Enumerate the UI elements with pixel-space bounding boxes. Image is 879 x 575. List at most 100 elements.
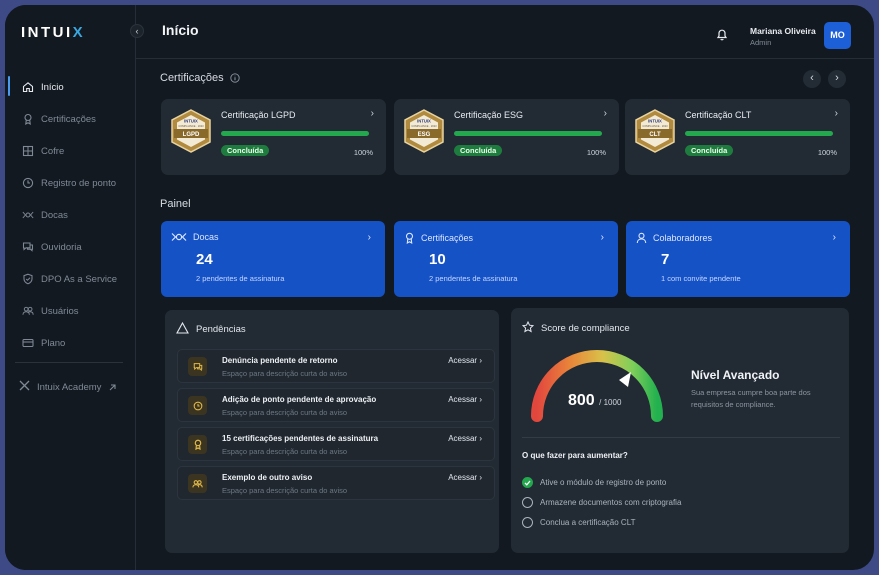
users-icon	[22, 305, 34, 317]
badge-label: ESG	[418, 132, 431, 138]
certification-card[interactable]: INTUIX COMPLIANCE · 2023 LGPD Certificação …	[161, 99, 386, 175]
star-icon	[521, 320, 535, 336]
badge-subtitle: COMPLIANCE · 2023	[178, 124, 204, 128]
academy-label: Intuix Academy	[37, 381, 102, 393]
sidebar: INTUIX Início Certificações Cofre Regist…	[5, 5, 136, 570]
task-label: Conclua a certificação CLT	[540, 518, 636, 527]
sidebar-item-certificacoes[interactable]: Certificações	[5, 103, 135, 135]
panel-card-docas[interactable]: Docas › 24 2 pendentes de assinatura	[161, 221, 385, 297]
improve-task[interactable]: Armazene documentos com criptografia	[522, 497, 681, 508]
sidebar-item-usuarios[interactable]: Usuários	[5, 295, 135, 327]
improve-task[interactable]: Ative o módulo de registro de ponto	[522, 477, 666, 488]
progress-fill	[454, 131, 602, 136]
sidebar-item-label: Certificações	[41, 113, 96, 125]
sidebar-item-ouvidoria[interactable]: Ouvidoria	[5, 231, 135, 263]
acessar-link[interactable]: Acessar ›	[448, 434, 482, 443]
panel-card-certificacoes[interactable]: Certificações › 10 2 pendentes de assina…	[394, 221, 618, 297]
acessar-link[interactable]: Acessar ›	[448, 473, 482, 482]
card-icon	[22, 337, 34, 349]
intuix-x-icon	[19, 380, 30, 394]
sidebar-item-inicio[interactable]: Início	[5, 71, 135, 103]
certification-title: Certificação CLT	[685, 110, 752, 120]
pendencia-item[interactable]: Adição de ponto pendente de aprovação Es…	[177, 388, 495, 422]
status-badge: Concluída	[454, 145, 503, 156]
acessar-link[interactable]: Acessar ›	[448, 395, 482, 404]
panel-card-colaboradores[interactable]: Colaboradores › 7 1 com convite pendente	[626, 221, 850, 297]
chevron-left-icon: ‹	[810, 72, 814, 84]
info-icon[interactable]	[229, 73, 240, 83]
external-link-icon	[108, 383, 117, 392]
pendencia-desc: Espaço para descrição curta do aviso	[222, 486, 348, 495]
docas-icon	[22, 209, 34, 221]
sidebar-item-label: Usuários	[41, 305, 79, 317]
bell-icon[interactable]	[716, 28, 728, 46]
chevron-right-icon[interactable]: ›	[603, 108, 607, 119]
panel-card-header: Docas	[171, 232, 219, 242]
user-icon	[636, 232, 647, 244]
sidebar-divider	[15, 362, 123, 363]
chevron-right-icon: ›	[479, 473, 482, 482]
certification-title: Certificação LGPD	[221, 110, 296, 120]
chevron-right-icon[interactable]: ›	[370, 108, 374, 119]
acessar-link[interactable]: Acessar ›	[448, 356, 482, 365]
panel-card-label: Certificações	[421, 233, 474, 243]
sidebar-item-academy[interactable]: Intuix Academy	[19, 380, 117, 394]
chevron-right-icon: ›	[479, 395, 482, 404]
pendencia-desc: Espaço para descrição curta do aviso	[222, 447, 348, 456]
badge-subtitle: COMPLIANCE · 2023	[642, 124, 668, 128]
collapse-sidebar-button[interactable]: ‹	[130, 24, 144, 38]
badge-label: LGPD	[183, 132, 200, 138]
carousel-prev-button[interactable]: ‹	[803, 70, 821, 88]
user-role: Admin	[750, 38, 772, 47]
pendencia-desc: Espaço para descrição curta do aviso	[222, 408, 348, 417]
sidebar-item-registro-de-ponto[interactable]: Registro de ponto	[5, 167, 135, 199]
certification-progress	[454, 131, 602, 136]
pendencia-title: 15 certificações pendentes de assinatura	[222, 434, 379, 443]
acessar-label: Acessar	[448, 473, 478, 482]
certification-progress	[221, 131, 369, 136]
score-level-desc: Sua empresa cumpre boa parte dos requisi…	[691, 388, 811, 409]
panel-card-value: 10	[429, 251, 446, 268]
pendencia-item[interactable]: 15 certificações pendentes de assinatura…	[177, 427, 495, 461]
score-header: Score de compliance	[521, 320, 630, 336]
carousel-next-button[interactable]: ›	[828, 70, 846, 88]
user-name[interactable]: Mariana Oliveira	[750, 26, 816, 36]
compliance-score-card: Score de compliance 800 / 1000 Nível Ava…	[511, 308, 849, 553]
pendencia-item[interactable]: Exemplo de outro aviso Espaço para descr…	[177, 466, 495, 500]
vault-icon	[22, 145, 34, 157]
progress-percent: 100%	[817, 148, 837, 157]
circle-icon	[522, 517, 533, 528]
chevron-right-icon[interactable]: ›	[834, 108, 838, 119]
sidebar-item-label: Início	[41, 81, 64, 93]
certification-card[interactable]: INTUIX COMPLIANCE · 2023 CLT Certificação C…	[625, 99, 850, 175]
certifications-section-title: Certificações	[160, 72, 240, 84]
pendencias-header: Pendências	[176, 321, 246, 337]
users-icon	[188, 474, 207, 493]
sidebar-item-dpo[interactable]: DPO As a Service	[5, 263, 135, 295]
certification-card[interactable]: INTUIX COMPLIANCE · 2023 ESG Certificação E…	[394, 99, 619, 175]
improve-task[interactable]: Conclua a certificação CLT	[522, 517, 635, 528]
panel-card-header: Colaboradores	[636, 232, 712, 244]
pendencia-item[interactable]: Denúncia pendente de retorno Espaço para…	[177, 349, 495, 383]
sidebar-nav: Início Certificações Cofre Registro de p…	[5, 71, 135, 359]
header: Início Mariana Oliveira Admin MO	[136, 5, 874, 59]
pendencias-card: Pendências Denúncia pendente de retorno …	[165, 310, 499, 553]
sidebar-item-cofre[interactable]: Cofre	[5, 135, 135, 167]
sidebar-item-plano[interactable]: Plano	[5, 327, 135, 359]
intuix-logo[interactable]: INTUIX	[21, 24, 86, 41]
sidebar-item-label: Docas	[41, 209, 68, 221]
panel-card-value: 24	[196, 251, 213, 268]
sidebar-item-docas[interactable]: Docas	[5, 199, 135, 231]
sidebar-item-label: DPO As a Service	[41, 273, 118, 285]
chevron-right-icon: ›	[835, 72, 839, 84]
gauge-needle	[619, 372, 631, 387]
home-icon	[22, 81, 34, 93]
sidebar-item-label: Plano	[41, 337, 66, 349]
panel-card-header: Certificações	[404, 232, 473, 244]
gauge-arc	[531, 350, 663, 422]
score-max: / 1000	[599, 398, 622, 407]
status-badge: Concluída	[221, 145, 270, 156]
avatar[interactable]: MO	[824, 22, 851, 49]
progress-fill	[221, 131, 369, 136]
